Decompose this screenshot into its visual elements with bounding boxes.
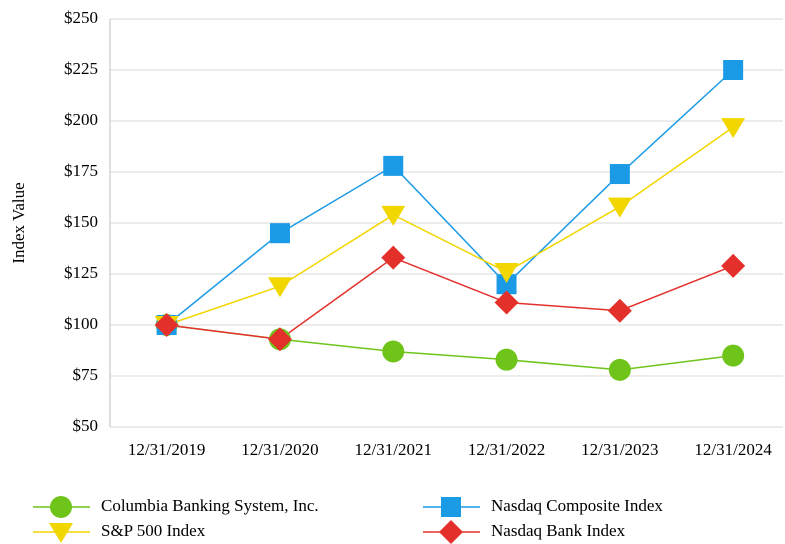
legend-marker bbox=[439, 520, 463, 544]
y-tick-label: $125 bbox=[64, 263, 98, 282]
series-line bbox=[166, 256, 734, 341]
y-tick-label: $175 bbox=[64, 161, 98, 180]
marker bbox=[495, 348, 518, 371]
legend-marker bbox=[50, 496, 72, 518]
x-tick-label: 12/31/2022 bbox=[468, 440, 545, 459]
marker bbox=[722, 344, 745, 367]
marker bbox=[721, 253, 746, 278]
x-tick-label: 12/31/2023 bbox=[581, 440, 658, 459]
x-tick-label: 12/31/2021 bbox=[355, 440, 432, 459]
x-tick-label: 12/31/2024 bbox=[694, 440, 772, 459]
marker bbox=[494, 290, 519, 315]
y-tick-label: $200 bbox=[64, 110, 98, 129]
x-tick-label: 12/31/2020 bbox=[241, 440, 318, 459]
marker bbox=[267, 277, 292, 298]
marker bbox=[608, 358, 631, 381]
marker bbox=[383, 155, 404, 176]
legend-label: Nasdaq Bank Index bbox=[491, 521, 626, 540]
legend-label: S&P 500 Index bbox=[101, 521, 206, 540]
legend-label: Nasdaq Composite Index bbox=[491, 496, 663, 515]
marker bbox=[381, 245, 406, 270]
y-tick-label: $250 bbox=[64, 8, 98, 27]
y-axis-label: Index Value bbox=[9, 182, 28, 263]
marker bbox=[382, 340, 405, 363]
marker bbox=[269, 223, 290, 244]
y-tick-label: $150 bbox=[64, 212, 98, 231]
series-line bbox=[166, 324, 734, 371]
marker bbox=[494, 262, 519, 283]
marker bbox=[607, 197, 632, 218]
series-line bbox=[166, 126, 734, 326]
y-tick-label: $75 bbox=[73, 365, 99, 384]
marker bbox=[607, 298, 632, 323]
marker bbox=[267, 327, 292, 352]
marker bbox=[496, 274, 517, 295]
marker bbox=[609, 164, 630, 185]
marker bbox=[723, 60, 744, 80]
y-tick-label: $100 bbox=[64, 314, 98, 333]
marker bbox=[381, 205, 406, 226]
legend-marker bbox=[49, 523, 73, 543]
marker bbox=[154, 313, 179, 337]
y-tick-label: $225 bbox=[64, 59, 98, 78]
legend-marker bbox=[441, 497, 461, 517]
x-tick-label: 12/31/2019 bbox=[128, 440, 205, 459]
y-tick-label: $50 bbox=[73, 416, 99, 435]
marker bbox=[721, 118, 746, 139]
legend-label: Columbia Banking System, Inc. bbox=[101, 496, 319, 515]
series-line bbox=[166, 69, 734, 326]
